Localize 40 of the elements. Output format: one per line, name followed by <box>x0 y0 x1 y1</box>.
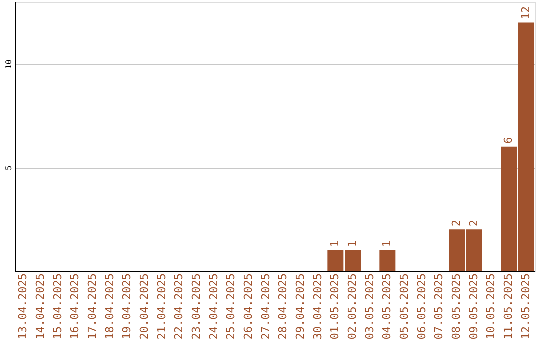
x-tick-label: 12.05.2025 <box>519 274 532 340</box>
x-tick-label: 18.04.2025 <box>103 274 116 340</box>
data-label: 2 <box>467 220 480 227</box>
x-tick-label: 16.04.2025 <box>68 274 82 340</box>
x-tick-label: 24.04.2025 <box>207 274 220 340</box>
y-tick-label: 10 <box>4 60 14 70</box>
x-tick-label: 01.05.2025 <box>328 274 342 340</box>
x-tick-label: 28.04.2025 <box>276 274 290 340</box>
x-tick-label: 29.04.2025 <box>294 274 307 340</box>
x-tick-label: 04.05.2025 <box>380 274 394 340</box>
x-tick-label: 02.05.2025 <box>346 274 359 340</box>
x-tick-label: 06.05.2025 <box>415 274 428 340</box>
y-tick-label: 5 <box>4 165 14 170</box>
x-tick-label: 21.04.2025 <box>155 274 168 340</box>
x-tick-label: 25.04.2025 <box>224 274 238 340</box>
x-tick-label: 19.04.2025 <box>120 274 134 340</box>
x-tick-label: 30.04.2025 <box>311 274 324 340</box>
x-tick-label: 10.05.2025 <box>484 274 498 340</box>
data-label: 1 <box>328 240 342 248</box>
data-label: 2 <box>450 220 463 227</box>
x-tick-label: 09.05.2025 <box>467 274 480 340</box>
x-tick-label: 07.05.2025 <box>432 274 446 340</box>
x-tick-label: 20.04.2025 <box>138 274 151 340</box>
x-tick-label: 15.04.2025 <box>51 274 64 340</box>
data-label: 12 <box>519 6 532 20</box>
x-tick-label: 11.05.2025 <box>502 274 515 340</box>
x-tick-label: 13.04.2025 <box>16 274 30 340</box>
data-label: 6 <box>502 137 515 144</box>
x-tick-label: 17.04.2025 <box>86 274 99 340</box>
x-tick-label: 27.04.2025 <box>259 274 272 340</box>
bar <box>380 250 396 271</box>
x-tick-label: 03.05.2025 <box>363 274 376 340</box>
x-tick-label: 05.05.2025 <box>398 274 411 340</box>
x-tick-label: 26.04.2025 <box>242 274 255 340</box>
x-tick-label: 14.04.2025 <box>34 274 47 340</box>
x-tick-label: 23.04.2025 <box>190 274 203 340</box>
data-label: 1 <box>346 240 359 248</box>
x-tick-label: 08.05.2025 <box>450 274 463 340</box>
data-label: 1 <box>380 240 394 248</box>
x-tick-label: 22.04.2025 <box>172 274 186 340</box>
